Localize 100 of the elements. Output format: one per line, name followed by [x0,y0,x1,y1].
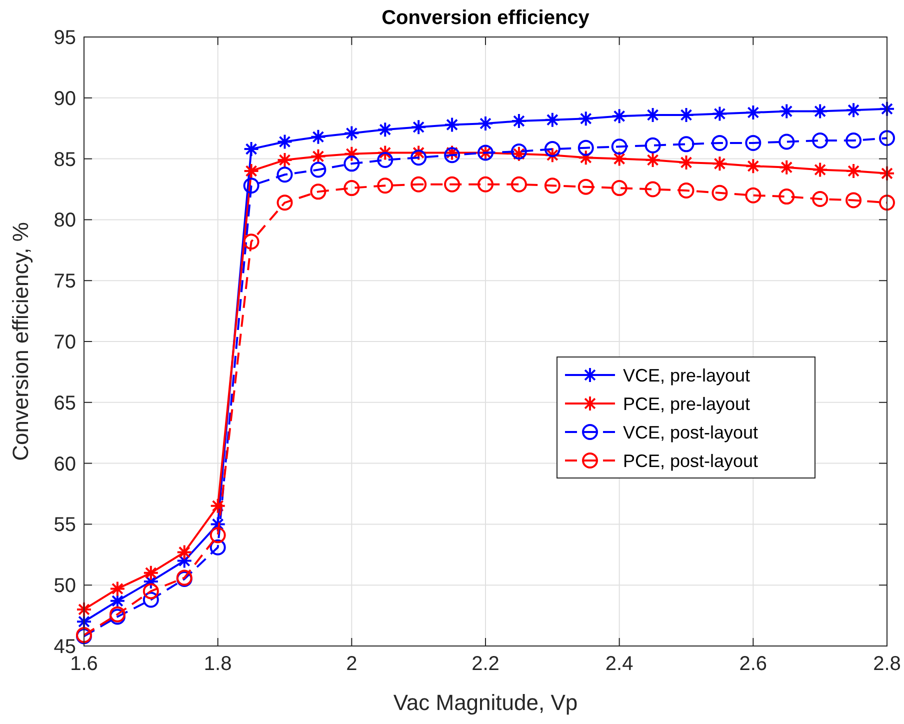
point [410,119,427,136]
point [745,104,762,121]
y-tick-label: 90 [54,88,76,110]
point [879,100,895,117]
point [544,178,560,194]
point [377,122,394,138]
point [276,166,293,183]
point [578,140,594,156]
point [611,150,628,167]
point [644,181,661,198]
y-tick-label: 70 [54,332,76,354]
x-tick-label: 2.6 [739,653,768,675]
point [712,156,728,172]
point [410,176,427,192]
point [344,125,360,142]
point [310,184,326,200]
point [745,158,762,174]
point [578,110,594,127]
point [812,162,828,178]
point [410,144,427,161]
point [243,178,260,194]
x-tick-label: 2.8 [873,653,901,675]
point [478,176,494,192]
point [879,165,895,182]
x-tick-label: 2.2 [472,653,500,675]
y-tick-label: 65 [54,392,76,414]
legend-label: PCE, post-layout [623,450,758,471]
point [142,583,159,600]
point [210,539,226,556]
point [778,188,795,205]
point [812,132,828,149]
point [310,128,326,145]
point [846,192,862,208]
legend-label: VCE, pre-layout [623,365,750,386]
point [276,194,293,211]
y-tick-label: 75 [54,270,76,293]
point [778,159,795,176]
point [210,498,226,514]
point [846,162,862,179]
point [344,146,360,162]
point [142,592,159,608]
point [846,102,862,118]
point [276,134,293,150]
point [510,113,527,130]
point [142,564,159,581]
point [276,152,293,168]
y-tick-label: 95 [54,27,76,49]
point [611,108,628,124]
point [410,150,427,166]
point [344,156,360,172]
y-axis-title: Conversion efficiency, % [8,222,33,461]
point [444,176,460,192]
point [644,137,661,154]
point [444,116,460,133]
point [678,182,694,198]
point [812,190,828,207]
point [544,141,560,158]
point [310,162,326,178]
point [846,132,862,149]
point [377,178,394,194]
point [745,134,762,151]
y-tick-label: 50 [54,575,76,598]
point [879,130,895,146]
chart-title: Conversion efficiency [382,7,590,29]
x-tick-label: 1.6 [70,653,98,675]
point [243,234,260,250]
x-tick-label: 1.8 [204,653,232,675]
point [344,180,360,196]
y-tick-label: 85 [54,148,76,171]
x-tick-label: 2.4 [605,653,634,675]
point [76,601,92,618]
point [377,144,394,161]
x-tick-label: 2 [346,653,358,675]
point [745,187,762,204]
point [109,592,126,609]
point [678,154,694,170]
point [712,106,728,122]
point [377,152,394,168]
point [611,138,628,155]
point [109,580,126,597]
point [243,162,260,179]
point [644,152,661,168]
point [243,141,260,158]
point [478,115,494,132]
y-tick-label: 60 [54,453,76,476]
point [812,103,828,120]
point [578,150,594,166]
point [778,134,795,150]
point [544,147,560,164]
point [678,136,694,152]
y-tick-label: 55 [54,514,76,536]
point [879,194,895,211]
x-axis-title: Vac Magnitude, Vp [393,690,578,715]
point [210,527,226,544]
legend-label: VCE, post-layout [623,422,758,442]
point [210,516,226,532]
point [778,103,795,120]
point [712,184,728,201]
point [510,176,527,192]
point [712,134,728,151]
